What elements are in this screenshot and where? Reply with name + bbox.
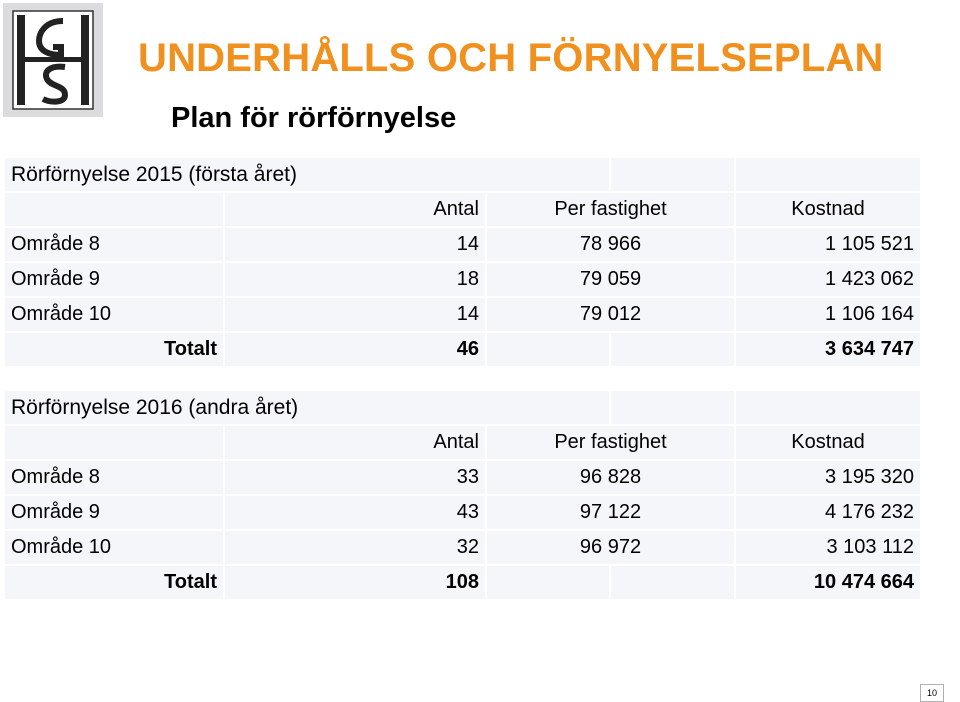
- table-row: Område 8 14 78 966 1 105 521: [5, 228, 920, 261]
- table-row: Område 8 33 96 828 3 195 320: [5, 461, 920, 494]
- kostnad-cell: 3 195 320: [736, 461, 920, 494]
- kostnad-cell: 1 106 164: [736, 298, 920, 331]
- column-header-antal: Antal: [225, 426, 485, 459]
- column-header-kostnad: Kostnad: [736, 426, 920, 459]
- table-row: Område 10 32 96 972 3 103 112: [5, 531, 920, 564]
- per-fastighet-cell: 78 966: [487, 228, 734, 261]
- section-title: Rörförnyelse 2015 (första året): [5, 158, 609, 191]
- empty-cell: [5, 426, 223, 459]
- area-cell: Område 8: [5, 461, 223, 494]
- table-2016: Rörförnyelse 2016 (andra året) Antal Per…: [3, 389, 922, 601]
- per-fastighet-cell: 96 828: [487, 461, 734, 494]
- area-cell: Område 9: [5, 263, 223, 296]
- total-label: Totalt: [5, 566, 223, 599]
- table-row: Område 9 18 79 059 1 423 062: [5, 263, 920, 296]
- antal-cell: 18: [225, 263, 485, 296]
- antal-cell: 14: [225, 228, 485, 261]
- kostnad-cell: 1 423 062: [736, 263, 920, 296]
- per-fastighet-cell: 79 012: [487, 298, 734, 331]
- kostnad-cell: 3 103 112: [736, 531, 920, 564]
- antal-cell: 33: [225, 461, 485, 494]
- empty-cell: [5, 193, 223, 226]
- total-antal: 108: [225, 566, 485, 599]
- empty-cell: [487, 333, 609, 366]
- empty-cell: [611, 158, 734, 191]
- total-kostnad: 3 634 747: [736, 333, 920, 366]
- empty-cell: [611, 566, 734, 599]
- antal-cell: 43: [225, 496, 485, 529]
- table-row: Område 10 14 79 012 1 106 164: [5, 298, 920, 331]
- area-cell: Område 10: [5, 298, 223, 331]
- antal-cell: 32: [225, 531, 485, 564]
- table-2015: Rörförnyelse 2015 (första året) Antal Pe…: [3, 156, 922, 368]
- area-cell: Område 8: [5, 228, 223, 261]
- area-cell: Område 9: [5, 496, 223, 529]
- empty-cell: [736, 391, 920, 424]
- per-fastighet-cell: 96 972: [487, 531, 734, 564]
- kostnad-cell: 4 176 232: [736, 496, 920, 529]
- total-row: Totalt 108 10 474 664: [5, 566, 920, 599]
- total-antal: 46: [225, 333, 485, 366]
- antal-cell: 14: [225, 298, 485, 331]
- section-title: Rörförnyelse 2016 (andra året): [5, 391, 609, 424]
- total-label: Totalt: [5, 333, 223, 366]
- empty-cell: [487, 566, 609, 599]
- page-subtitle: Plan för rörförnyelse: [171, 102, 457, 134]
- per-fastighet-cell: 79 059: [487, 263, 734, 296]
- column-header-antal: Antal: [225, 193, 485, 226]
- empty-cell: [611, 391, 734, 424]
- area-cell: Område 10: [5, 531, 223, 564]
- per-fastighet-cell: 97 122: [487, 496, 734, 529]
- empty-cell: [611, 333, 734, 366]
- page-title: UNDERHÅLLS OCH FÖRNYELSEPLAN: [138, 36, 884, 80]
- logo-mark: [12, 10, 94, 110]
- column-header-per-fastighet: Per fastighet: [487, 426, 734, 459]
- table-row: Område 9 43 97 122 4 176 232: [5, 496, 920, 529]
- total-kostnad: 10 474 664: [736, 566, 920, 599]
- column-header-per-fastighet: Per fastighet: [487, 193, 734, 226]
- empty-cell: [736, 158, 920, 191]
- kostnad-cell: 1 105 521: [736, 228, 920, 261]
- page-number: 10: [920, 684, 944, 702]
- column-header-kostnad: Kostnad: [736, 193, 920, 226]
- total-row: Totalt 46 3 634 747: [5, 333, 920, 366]
- igs-logo: [3, 3, 103, 117]
